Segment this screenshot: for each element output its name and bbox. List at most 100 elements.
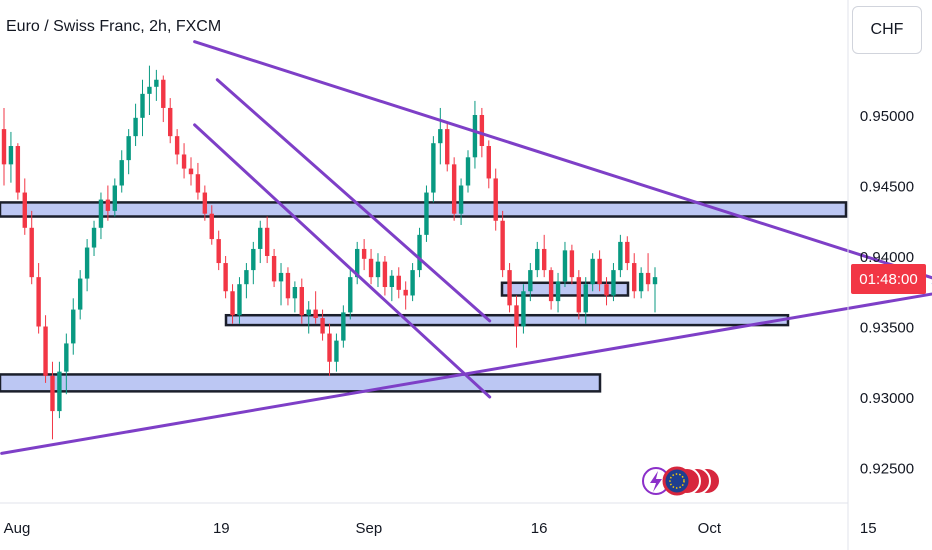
time-tick-label: 16 [531, 520, 548, 537]
candle-body [112, 185, 118, 211]
price-tick-label: 0.95000 [860, 108, 914, 125]
candle-body [50, 375, 55, 412]
candle-body [382, 261, 388, 288]
candle-body [507, 270, 512, 306]
candle-body [306, 309, 311, 316]
candle-body [555, 281, 561, 302]
candle-body [479, 115, 485, 147]
candle-body [299, 287, 304, 316]
candle-body [597, 258, 602, 285]
brand-logo [642, 466, 721, 496]
candle-body [285, 272, 291, 299]
candle-body [237, 284, 242, 316]
candle-body [341, 312, 346, 341]
candle-body [403, 289, 408, 296]
candle-body [355, 248, 360, 278]
candle-body [625, 241, 630, 264]
candles-layer [1, 65, 658, 440]
candle-body [632, 263, 637, 292]
candle-body [638, 272, 644, 292]
candle-body [465, 157, 471, 186]
candle-body [154, 79, 159, 87]
candle-body [91, 227, 97, 248]
candle-body [15, 146, 21, 193]
candle-body [417, 234, 422, 271]
candle-body [174, 136, 180, 155]
candle-body [1, 129, 7, 165]
candle-body [22, 192, 27, 228]
countdown-badge: 01:48:00 [851, 264, 926, 294]
time-tick-label: 15 [860, 520, 877, 537]
candle-body [84, 247, 90, 279]
price-axis: 0.95000 0.94500 0.94000 0.93500 0.93000 0.925… [860, 108, 914, 478]
candle-body [258, 227, 263, 249]
trend-line-falling-channel-lower [193, 123, 492, 399]
candle-body [604, 284, 609, 296]
candle-body [29, 227, 34, 278]
candle-body [611, 270, 616, 296]
candle-body [410, 270, 415, 296]
time-axis: Aug19Sep16Oct15Nov [4, 520, 877, 537]
candle-body [368, 258, 374, 278]
candle-body [264, 227, 270, 256]
candle-body [271, 256, 277, 282]
price-tick-label: 0.94000 [860, 249, 914, 266]
zones-layer [0, 201, 848, 393]
candle-body [618, 241, 623, 271]
candle-body [195, 174, 201, 193]
eu-stars-icon [669, 473, 685, 489]
candle-body [645, 272, 651, 285]
candle-body [514, 305, 519, 327]
candle-body [562, 250, 568, 282]
price-tick-label: 0.94500 [860, 179, 914, 196]
candle-body [71, 309, 76, 344]
candle-body [431, 143, 436, 193]
candle-body [548, 270, 554, 302]
candle-body [133, 117, 138, 137]
candle-body [8, 146, 14, 165]
zone-lower-support [0, 373, 602, 393]
candle-body [590, 258, 595, 285]
candle-body [251, 248, 256, 271]
candle-body [569, 250, 575, 278]
trend-line-falling-channel-upper [215, 78, 492, 323]
candle-body [278, 272, 284, 282]
candle-body [105, 199, 111, 211]
candle-body [327, 333, 332, 362]
candle-body [652, 277, 658, 285]
price-tick-label: 0.93500 [860, 320, 914, 337]
lightning-icon [650, 471, 662, 492]
candle-body [486, 146, 491, 179]
candle-body [230, 291, 235, 316]
candle-body [424, 192, 429, 235]
candle-body [528, 270, 533, 292]
eu-flag-icon [662, 466, 692, 496]
candle-body [43, 326, 48, 376]
candle-body [320, 318, 325, 334]
candle-body [313, 309, 318, 319]
candle-body [216, 239, 221, 264]
candle-body [188, 168, 194, 175]
price-tick-label: 0.92500 [860, 461, 914, 478]
candle-body [223, 263, 228, 292]
trend-lines-layer [0, 40, 932, 455]
candle-body [348, 277, 353, 313]
currency-button[interactable]: CHF [852, 6, 922, 54]
candle-body [209, 213, 214, 240]
candle-body [458, 185, 464, 214]
candle-body [36, 277, 41, 327]
candle-body [361, 248, 367, 259]
candle-body [521, 291, 526, 327]
candle-body [535, 248, 540, 271]
trend-line-rising-support [0, 292, 932, 455]
candle-body [493, 178, 498, 221]
candle-body [576, 277, 582, 313]
candle-body [119, 160, 124, 186]
candle-body [98, 199, 104, 228]
candle-body [140, 93, 145, 118]
candle-body [438, 129, 443, 144]
price-tick-label: 0.93000 [860, 390, 914, 407]
candle-body [202, 192, 208, 214]
